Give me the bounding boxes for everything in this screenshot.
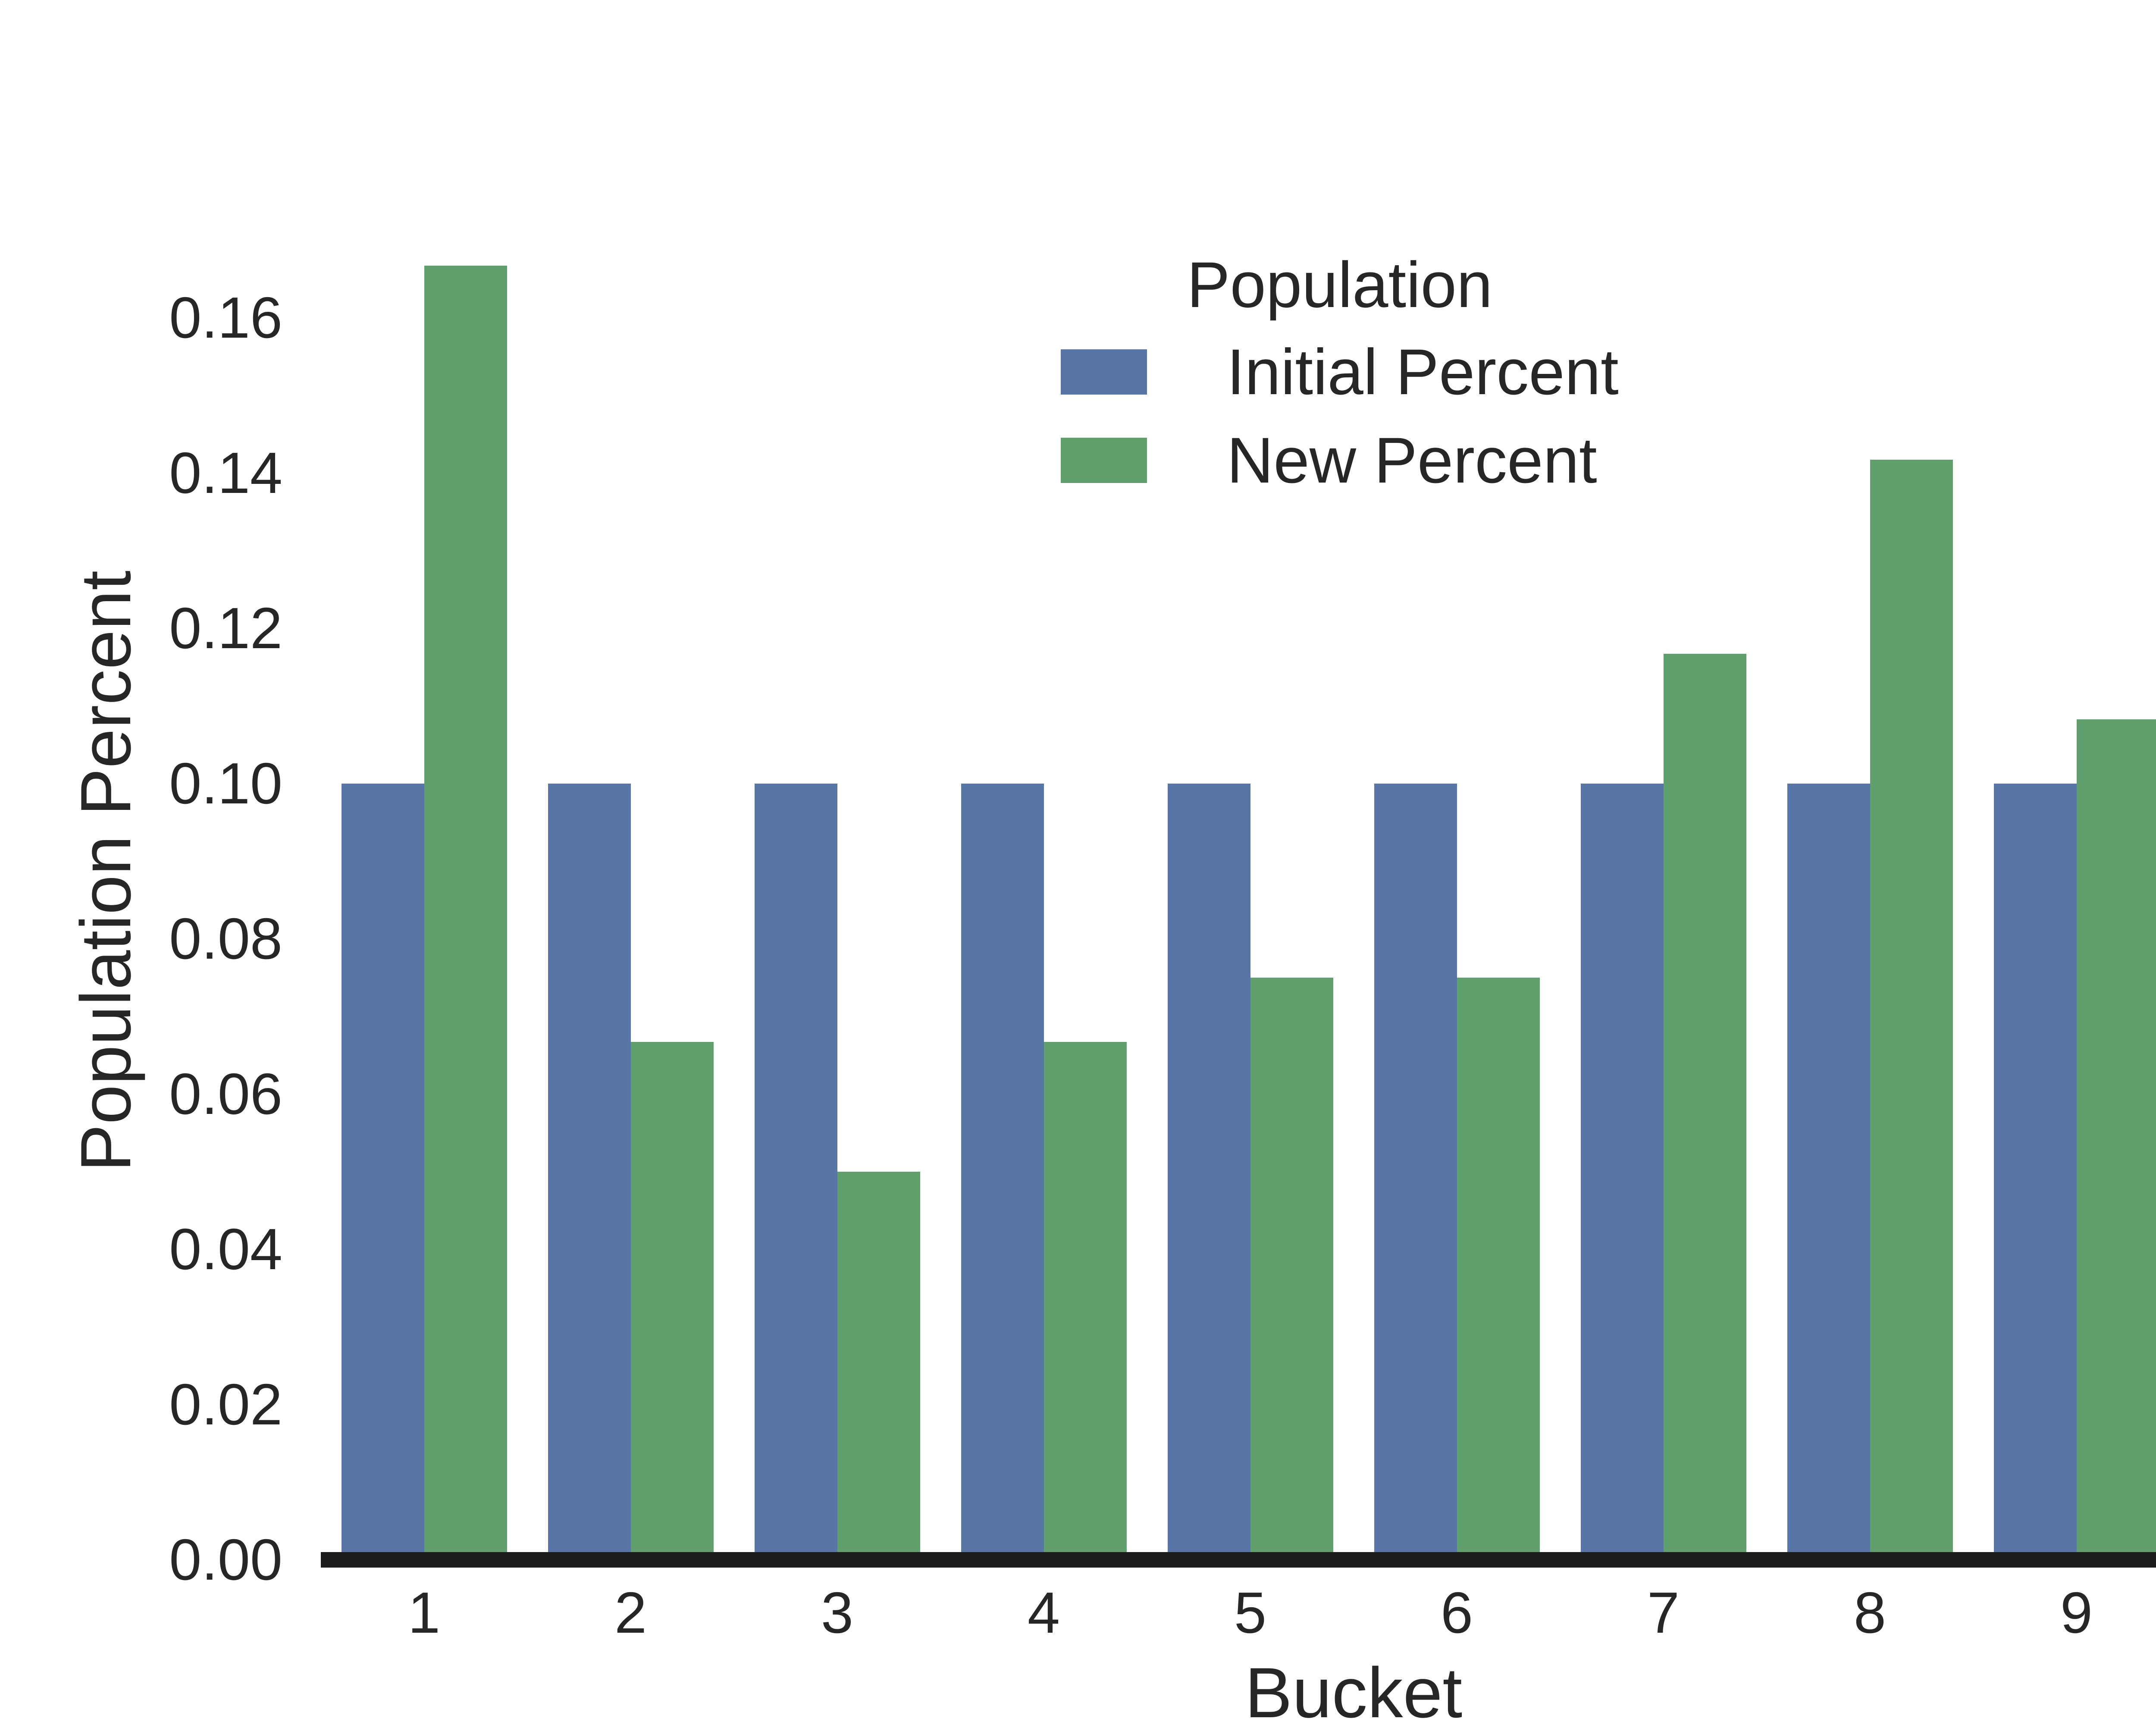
x-tick-5: 5 bbox=[1234, 1580, 1267, 1645]
y-tick-0.06: 0.06 bbox=[169, 1061, 282, 1126]
x-axis-spine bbox=[321, 1552, 2156, 1568]
bar-initial-percent-bucket-4 bbox=[961, 784, 1044, 1560]
y-tick-0.02: 0.02 bbox=[169, 1372, 282, 1437]
bar-new-percent-bucket-1 bbox=[424, 266, 507, 1560]
legend-title: Population bbox=[1187, 248, 1493, 321]
bar-initial-percent-bucket-5 bbox=[1167, 784, 1250, 1560]
x-tick-6: 6 bbox=[1440, 1580, 1473, 1645]
legend-label-initial-percent: Initial Percent bbox=[1227, 336, 1619, 408]
x-tick-2: 2 bbox=[614, 1580, 647, 1645]
x-tick-9: 9 bbox=[2060, 1580, 2093, 1645]
legend-swatch-initial-percent bbox=[1061, 349, 1147, 395]
legend-row-new-percent: New Percent bbox=[1061, 416, 1597, 505]
legend-row-initial-percent: Initial Percent bbox=[1061, 328, 1619, 416]
y-tick-0.04: 0.04 bbox=[169, 1217, 282, 1282]
legend: Population Initial Percent New Percent bbox=[1061, 242, 1619, 505]
bar-initial-percent-bucket-9 bbox=[1993, 784, 2077, 1560]
bar-new-percent-bucket-5 bbox=[1250, 978, 1333, 1560]
bar-new-percent-bucket-6 bbox=[1457, 978, 1540, 1560]
bar-new-percent-bucket-9 bbox=[2076, 719, 2156, 1560]
bar-new-percent-bucket-3 bbox=[837, 1172, 920, 1560]
bar-initial-percent-bucket-2 bbox=[548, 784, 631, 1560]
x-tick-8: 8 bbox=[1853, 1580, 1887, 1645]
bar-new-percent-bucket-2 bbox=[630, 1042, 714, 1560]
y-tick-0.08: 0.08 bbox=[169, 906, 282, 971]
bar-initial-percent-bucket-8 bbox=[1787, 784, 1870, 1560]
legend-label-new-percent: New Percent bbox=[1227, 424, 1597, 496]
x-tick-7: 7 bbox=[1647, 1580, 1680, 1645]
y-axis-title: Population Percent bbox=[66, 570, 145, 1172]
y-tick-0.16: 0.16 bbox=[169, 285, 282, 350]
x-tick-3: 3 bbox=[821, 1580, 854, 1645]
x-tick-1: 1 bbox=[407, 1580, 441, 1645]
bar-initial-percent-bucket-6 bbox=[1374, 784, 1457, 1560]
x-axis-title: Bucket bbox=[1244, 1653, 1463, 1725]
y-tick-0.10: 0.10 bbox=[169, 751, 282, 816]
bar-initial-percent-bucket-1 bbox=[341, 784, 424, 1560]
bar-initial-percent-bucket-7 bbox=[1580, 784, 1664, 1560]
bar-initial-percent-bucket-3 bbox=[754, 784, 837, 1560]
bar-new-percent-bucket-8 bbox=[1870, 460, 1953, 1560]
y-tick-0.12: 0.12 bbox=[169, 596, 282, 661]
x-tick-4: 4 bbox=[1027, 1580, 1060, 1645]
bar-new-percent-bucket-4 bbox=[1044, 1042, 1127, 1560]
legend-swatch-new-percent bbox=[1061, 438, 1147, 483]
y-tick-0.00: 0.00 bbox=[169, 1527, 282, 1592]
bar-new-percent-bucket-7 bbox=[1663, 654, 1746, 1560]
y-tick-0.14: 0.14 bbox=[169, 440, 282, 505]
